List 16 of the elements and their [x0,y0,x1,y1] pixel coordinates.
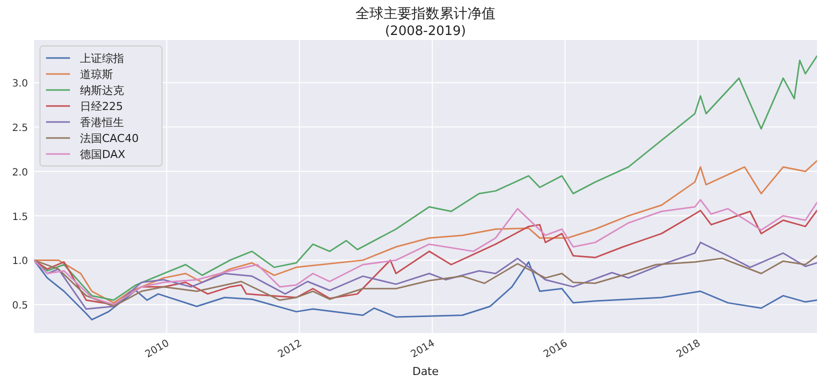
legend-label: 上证综指 [80,52,124,65]
y-tick-label: 2.5 [12,123,28,134]
x-axis-title: Date [412,365,439,378]
chart-title: 全球主要指数累计净值 [356,6,496,22]
legend-label: 法国CAC40 [80,132,139,145]
y-tick-label: 1.5 [12,212,28,223]
chart-subtitle: (2008-2019) [384,24,466,39]
legend-label: 纳斯达克 [80,84,124,97]
y-tick-label: 1.0 [12,256,28,268]
legend-label: 道琼斯 [80,68,113,81]
legend-label: 德国DAX [80,148,126,161]
y-tick-label: 0.5 [12,300,28,312]
legend-label: 日经225 [80,100,123,113]
y-tick-label: 2.0 [12,167,28,178]
legend-label: 香港恒生 [80,116,124,129]
y-tick-label: 3.0 [12,78,28,90]
